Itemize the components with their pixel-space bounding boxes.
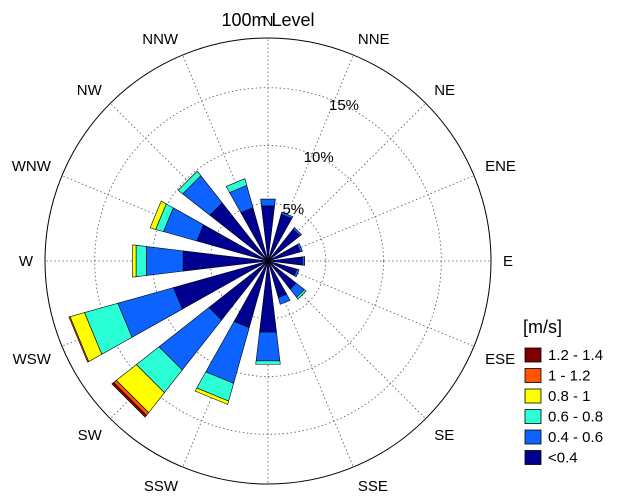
legend-swatch — [524, 409, 542, 424]
outer-circle — [44, 37, 492, 485]
bar-E-0.4 - 0.6 — [302, 256, 306, 266]
legend-label: 0.4 - 0.6 — [548, 429, 603, 446]
direction-label-NE: NE — [434, 82, 455, 99]
legend: [m/s] 1.2 - 1.4 1 - 1.2 0.8 - 1 0.6 - 0.8 0.4… — [523, 317, 603, 467]
direction-label-W: W — [19, 253, 34, 270]
chart-title: 100m Level — [221, 10, 314, 30]
legend-title: [m/s] — [523, 317, 562, 337]
direction-label-E: E — [503, 253, 513, 270]
direction-label-NW: NW — [77, 82, 103, 99]
direction-label-SE: SE — [434, 427, 454, 444]
radial-tick-labels: 5% 10% 15% — [282, 97, 359, 218]
legend-swatch — [524, 450, 542, 465]
bar-N-0.4 - 0.6 — [260, 198, 276, 207]
legend-swatch — [524, 388, 542, 404]
direction-label-NNE: NNE — [358, 31, 390, 48]
legend-label: 1 - 1.2 — [548, 368, 591, 385]
direction-label-SW: SW — [78, 427, 103, 444]
legend-label: 0.6 - 0.8 — [548, 409, 603, 426]
bar-W-0.6 - 0.8 — [135, 244, 147, 278]
direction-label-ESE: ESE — [485, 351, 515, 368]
bar-SW-1.2 - 1.4 — [111, 382, 147, 418]
legend-swatch — [524, 368, 542, 383]
bar-SSE-0.4 - 0.6 — [277, 293, 291, 305]
bar-WSW-1 - 1.2 — [68, 316, 90, 363]
bar-SSW-0.8 - 1 — [194, 387, 229, 405]
bar-NNE-0.4 - 0.6 — [280, 211, 294, 220]
direction-label-ENE: ENE — [485, 158, 516, 175]
legend-swatch — [524, 347, 542, 363]
grid-circle-2 — [152, 145, 384, 377]
bar-ENE-0.4 - 0.6 — [296, 243, 303, 253]
bar-S-0.4 - 0.6 — [255, 331, 281, 362]
radial-tick-label: 10% — [304, 149, 334, 166]
legend-label: <0.4 — [548, 450, 578, 467]
bar-NW-0.6 - 0.8 — [177, 170, 202, 195]
bar-W-0.8 - 1 — [132, 244, 137, 278]
bar-WNW-0.8 - 1 — [149, 200, 167, 230]
direction-label-S: S — [263, 496, 273, 499]
legend-swatch — [524, 429, 542, 445]
wind-bars — [68, 170, 307, 418]
bar-S-0.6 - 0.8 — [255, 360, 281, 365]
direction-label-N: N — [263, 13, 274, 30]
direction-label-NNW: NNW — [142, 31, 179, 48]
radial-tick-label: 5% — [282, 201, 304, 218]
direction-label-SSE: SSE — [358, 478, 388, 495]
legend-label: 0.8 - 1 — [548, 388, 591, 405]
direction-labels: N NNE NE ENE E ESE SE SSE S SSW SW WSW W WNW NW NNW — [12, 13, 516, 499]
bar-SE-0.6 - 0.8 — [296, 289, 307, 300]
legend-label: 1.2 - 1.4 — [548, 347, 603, 364]
direction-label-SSW: SSW — [144, 478, 179, 495]
bar-ESE-0.4 - 0.6 — [293, 268, 300, 278]
direction-label-WNW: WNW — [12, 158, 52, 175]
radial-tick-label: 15% — [329, 97, 359, 114]
grid-spoke — [267, 260, 475, 347]
bar-NE-0.4 - 0.6 — [292, 226, 303, 237]
bar-NNW-0.6 - 0.8 — [225, 178, 248, 193]
direction-label-WSW: WSW — [13, 351, 52, 368]
bar-W-0.4 - 0.6 — [146, 246, 184, 276]
grid-spoke — [267, 175, 475, 262]
